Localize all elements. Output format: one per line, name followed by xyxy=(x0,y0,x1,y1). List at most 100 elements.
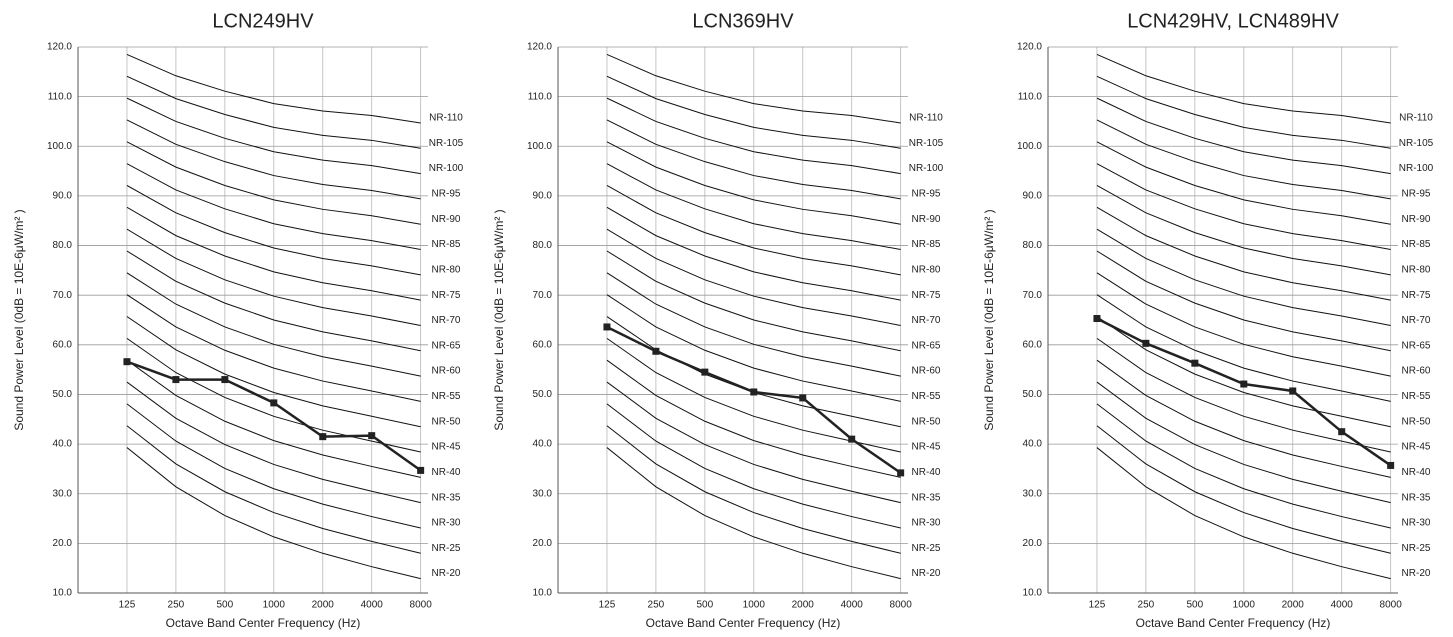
nr-label: NR-90 xyxy=(432,214,461,225)
y-tick-label: 30.0 xyxy=(1023,488,1043,499)
nr-label: NR-20 xyxy=(912,568,941,579)
nr-label: NR-80 xyxy=(1402,264,1431,275)
nr-curve xyxy=(1096,163,1391,251)
nr-label: NR-75 xyxy=(912,290,941,301)
measured-marker xyxy=(1191,359,1199,367)
measured-marker xyxy=(750,388,758,396)
measured-marker xyxy=(270,399,278,407)
measured-marker xyxy=(319,433,327,441)
nr-curve xyxy=(606,185,901,276)
nr-curve xyxy=(126,185,421,276)
y-tick-label: 90.0 xyxy=(1023,191,1043,202)
nr-curve xyxy=(126,359,421,478)
nr-curve xyxy=(1096,250,1391,352)
nr-label: NR-35 xyxy=(1402,492,1431,503)
nr-curve xyxy=(126,163,421,251)
nr-label: NR-85 xyxy=(432,239,461,250)
nr-label: NR-85 xyxy=(1402,239,1431,250)
y-tick-label: 110.0 xyxy=(48,91,73,102)
nr-label: NR-30 xyxy=(912,518,941,529)
nr-curve xyxy=(1096,53,1391,124)
nr-label: NR-35 xyxy=(432,492,461,503)
nr-label: NR-60 xyxy=(1402,366,1431,377)
y-tick-label: 40.0 xyxy=(533,439,553,450)
y-tick-label: 60.0 xyxy=(1023,339,1043,350)
x-axis-label: Octave Band Center Frequency (Hz) xyxy=(646,616,841,630)
y-axis-label: Sound Power Level (0dB = 10E-6μW/m² ) xyxy=(982,209,996,430)
x-tick-label: 125 xyxy=(119,600,136,611)
nr-label: NR-80 xyxy=(432,264,461,275)
nr-curve xyxy=(1096,337,1391,453)
nr-curve xyxy=(126,316,421,428)
nr-curve xyxy=(1096,272,1391,377)
y-tick-label: 90.0 xyxy=(533,191,553,202)
nr-curve xyxy=(126,403,421,529)
x-axis-label: Octave Band Center Frequency (Hz) xyxy=(1136,616,1331,630)
nr-label: NR-95 xyxy=(912,189,941,200)
nr-label: NR-65 xyxy=(912,340,941,351)
x-tick-label: 8000 xyxy=(1380,600,1403,611)
measured-marker xyxy=(1093,315,1101,323)
y-tick-label: 20.0 xyxy=(533,538,553,549)
nr-curve xyxy=(606,163,901,251)
nr-label: NR-90 xyxy=(1402,214,1431,225)
nr-curve xyxy=(1096,425,1391,554)
y-tick-label: 20.0 xyxy=(1023,538,1043,549)
x-tick-label: 125 xyxy=(599,600,616,611)
nr-label: NR-105 xyxy=(1399,138,1434,149)
nr-label: NR-40 xyxy=(432,467,461,478)
x-tick-label: 125 xyxy=(1089,600,1106,611)
x-tick-label: 4000 xyxy=(841,600,864,611)
nr-label: NR-20 xyxy=(432,568,461,579)
nr-curve xyxy=(606,359,901,478)
nr-curve xyxy=(606,294,901,402)
measured-marker xyxy=(1387,461,1395,469)
y-tick-label: 120.0 xyxy=(527,42,552,53)
measured-marker xyxy=(123,358,131,366)
nr-curve xyxy=(606,141,901,225)
nr-label: NR-105 xyxy=(429,138,464,149)
nr-label: NR-55 xyxy=(432,391,461,402)
nr-curve xyxy=(126,337,421,453)
nr-curve xyxy=(126,425,421,554)
nr-label: NR-90 xyxy=(912,214,941,225)
nr-curve xyxy=(606,75,901,149)
x-tick-label: 8000 xyxy=(410,600,433,611)
y-tick-label: 10.0 xyxy=(1023,588,1043,599)
nr-label: NR-30 xyxy=(432,518,461,529)
nr-label: NR-45 xyxy=(1402,442,1431,453)
x-tick-label: 500 xyxy=(217,600,234,611)
nr-label: NR-100 xyxy=(909,163,944,174)
nr-curve xyxy=(606,206,901,301)
nr-curve xyxy=(1096,359,1391,478)
x-tick-label: 2000 xyxy=(312,600,335,611)
x-tick-label: 1000 xyxy=(1233,600,1256,611)
x-tick-label: 250 xyxy=(1138,600,1155,611)
nr-label: NR-110 xyxy=(429,113,463,124)
measured-marker xyxy=(897,469,905,477)
x-tick-label: 500 xyxy=(1187,600,1204,611)
x-axis-label: Octave Band Center Frequency (Hz) xyxy=(166,616,361,630)
nr-label: NR-45 xyxy=(912,442,941,453)
nr-curve xyxy=(126,381,421,504)
measured-marker xyxy=(1240,380,1248,388)
nr-curve xyxy=(606,403,901,529)
chart-title: LCN369HV xyxy=(692,10,794,32)
nr-curve xyxy=(606,381,901,504)
chart-title: LCN429HV, LCN489HV xyxy=(1127,10,1339,32)
nr-label: NR-25 xyxy=(1402,543,1431,554)
nr-curve xyxy=(126,119,421,200)
x-tick-label: 8000 xyxy=(890,600,913,611)
nr-label: NR-50 xyxy=(1402,416,1431,427)
x-tick-label: 1000 xyxy=(263,600,286,611)
y-tick-label: 30.0 xyxy=(533,488,553,499)
chart: LCN249HV 10.0 20.0 30.0 40.0 50.0 60.0 70.0 80.0… xyxy=(12,10,463,630)
nr-curve xyxy=(126,447,421,580)
y-tick-label: 120.0 xyxy=(1017,42,1042,53)
measured-marker xyxy=(603,323,611,331)
y-tick-label: 100.0 xyxy=(1017,141,1042,152)
nr-curve xyxy=(1096,119,1391,200)
nr-label: NR-60 xyxy=(912,366,941,377)
nr-curve xyxy=(606,447,901,580)
